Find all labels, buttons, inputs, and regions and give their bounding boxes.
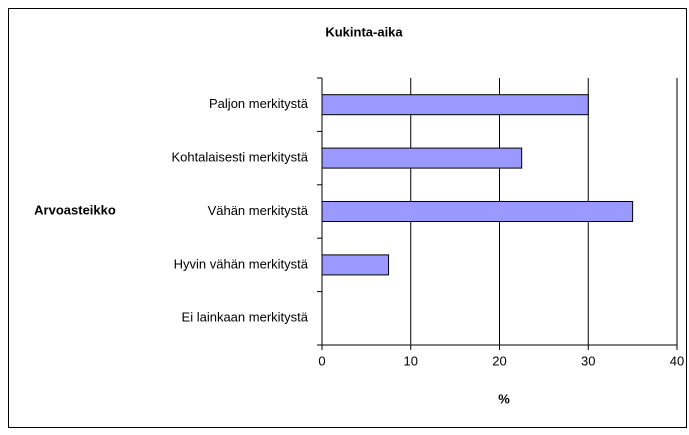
x-tick-label: 40 <box>670 353 684 368</box>
y-tick-label: Hyvin vähän merkitystä <box>174 256 309 271</box>
x-axis-title: % <box>498 391 510 406</box>
bar <box>321 201 634 222</box>
bar <box>321 94 589 116</box>
x-tick-label: 0 <box>318 353 325 368</box>
x-tick-label: 30 <box>581 353 595 368</box>
y-tick-label: Ei lainkaan merkitystä <box>182 310 309 325</box>
x-tick-label: 20 <box>492 353 506 368</box>
bar <box>321 254 390 276</box>
y-tick-label: Vähän merkitystä <box>208 203 309 218</box>
y-axis-title: Arvoasteikko <box>34 202 116 217</box>
chart-title: Kukinta-aika <box>325 24 403 39</box>
bar <box>321 147 523 169</box>
y-tick-label: Paljon merkitystä <box>209 96 309 111</box>
x-tick-label: 10 <box>404 353 418 368</box>
y-tick-label: Kohtalaisesti merkitystä <box>171 150 308 165</box>
